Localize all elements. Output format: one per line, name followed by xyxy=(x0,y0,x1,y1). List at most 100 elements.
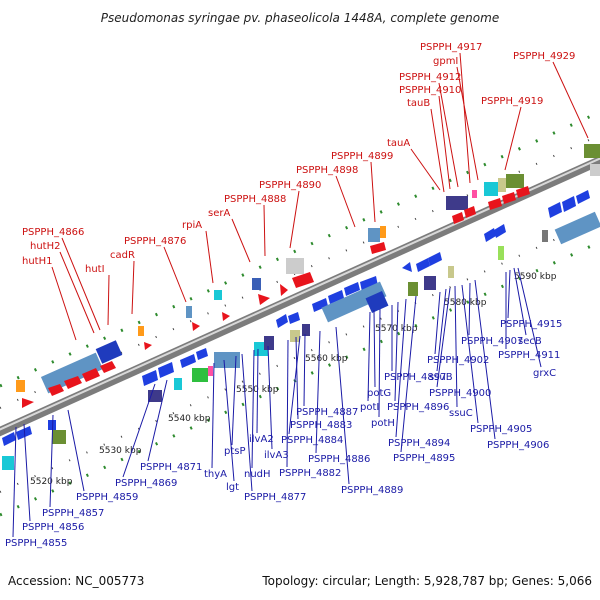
leader-line xyxy=(507,269,511,319)
leader-line xyxy=(378,308,381,418)
lower-strand-genes xyxy=(2,190,600,470)
gene-label-taub: tauB xyxy=(407,98,430,109)
gene-label-pspph-4911: PSPPH_4911 xyxy=(498,350,560,361)
gene-label-grxc: grxC xyxy=(533,368,556,379)
leader-line xyxy=(438,95,451,190)
gene-box xyxy=(208,366,213,376)
leader-line xyxy=(223,359,235,482)
accession-text: Accession: NC_005773 xyxy=(8,574,144,588)
leader-line xyxy=(461,284,479,424)
gene-box xyxy=(95,340,123,364)
leader-line xyxy=(122,383,156,478)
scale-label: 5520 kbp xyxy=(30,477,73,487)
gene-arrow xyxy=(48,384,64,396)
leader-line xyxy=(289,190,300,249)
gene-box xyxy=(16,380,25,392)
gene-arrow xyxy=(484,228,496,242)
gene-box xyxy=(40,352,104,394)
gene-label-pspph-4890: PSPPH_4890 xyxy=(259,180,321,191)
gene-label-taua: tauA xyxy=(387,138,410,149)
gene-label-pspph-4896: PSPPH_4896 xyxy=(387,402,449,413)
gene-label-pspph-4859: PSPPH_4859 xyxy=(76,492,138,503)
leader-line xyxy=(288,335,301,435)
gene-label-sera: serA xyxy=(208,208,230,219)
scale-label: 5590 kbp xyxy=(514,272,557,282)
gene-box xyxy=(365,291,389,313)
gene-box xyxy=(472,190,477,198)
gene-label-pspph-4871: PSPPH_4871 xyxy=(140,462,202,473)
gene-box xyxy=(448,266,454,278)
leader-line xyxy=(303,333,306,407)
gene-arrow xyxy=(494,224,506,238)
leader-line xyxy=(468,282,471,336)
leader-line xyxy=(370,161,376,223)
gene-box xyxy=(214,290,222,300)
lower-gene-labels: PSPPH_4915 secB PSPPH_4911 grxC PSPPH_4907 PS… xyxy=(5,319,562,549)
leader-line xyxy=(256,348,259,434)
gene-label-pspph-4877: PSPPH_4877 xyxy=(244,492,306,503)
gene-box xyxy=(264,336,274,350)
leader-line xyxy=(231,355,237,446)
gene-arrow xyxy=(64,376,82,389)
leader-line xyxy=(295,336,299,420)
leader-line xyxy=(205,230,214,284)
gene-box xyxy=(368,228,380,242)
gene-arrow xyxy=(22,398,34,408)
gene-label-pspph-4894: PSPPH_4894 xyxy=(388,438,450,449)
leader-line xyxy=(456,66,479,181)
gene-label-ilva3: ilvA3 xyxy=(264,450,289,461)
gene-label-ssub: ssuB xyxy=(429,372,453,383)
gene-arrow xyxy=(328,290,344,304)
gene-box xyxy=(554,211,600,245)
gene-box xyxy=(290,330,300,342)
gene-arrow xyxy=(2,432,16,446)
gene-label-pspph-4889: PSPPH_4889 xyxy=(341,485,403,496)
leader-line xyxy=(51,266,77,341)
gene-box xyxy=(542,230,548,242)
leader-line xyxy=(49,414,54,508)
leader-line xyxy=(430,108,445,193)
leader-line xyxy=(59,251,95,334)
leader-line xyxy=(231,218,251,263)
gene-label-pspph-4897: PSPPH_4897 xyxy=(384,372,446,383)
leader-line xyxy=(286,339,289,468)
leader-line xyxy=(107,274,110,326)
gene-arrow xyxy=(292,272,314,288)
leader-line xyxy=(147,379,168,462)
gene-label-pspph-4905: PSPPH_4905 xyxy=(470,424,532,435)
gene-label-thya: thyA xyxy=(204,469,227,480)
leader-line xyxy=(400,295,417,453)
gene-label-pspph-4929: PSPPH_4929 xyxy=(513,51,575,62)
gene-box xyxy=(174,378,182,390)
gene-label-pspph-4912: PSPPH_4912 xyxy=(399,72,461,83)
gene-label-poti: potI xyxy=(360,402,379,413)
gene-arrow xyxy=(516,186,530,198)
gene-label-pspph-4869: PSPPH_4869 xyxy=(115,478,177,489)
gene-label-pspph-4906: PSPPH_4906 xyxy=(487,440,549,451)
gene-box xyxy=(52,430,66,444)
scale-label: 5540 kbp xyxy=(168,414,211,424)
map-title: Pseudomonas syringae pv. phaseolicola 14… xyxy=(101,11,499,25)
gene-box xyxy=(584,144,600,158)
leader-line xyxy=(373,309,376,388)
gene-box xyxy=(48,420,56,430)
gene-label-lgt: lgt xyxy=(226,482,239,493)
gene-box xyxy=(321,281,387,323)
gene-label-rpia: rpiA xyxy=(182,220,202,231)
scale-label: 5580 kbp xyxy=(444,298,487,308)
gene-label-huti: hutI xyxy=(85,264,105,275)
gene-box xyxy=(138,326,144,336)
gene-arrow xyxy=(180,354,196,368)
gene-label-pspph-4888: PSPPH_4888 xyxy=(224,194,286,205)
gene-label-pspph-4900: PSPPH_4900 xyxy=(429,388,491,399)
gene-label-pspph-4902: PSPPH_4902 xyxy=(427,355,489,366)
gene-label-nudh: nudH xyxy=(244,469,271,480)
leader-line xyxy=(67,409,85,492)
gene-arrow xyxy=(196,348,208,360)
gene-label-pspph-4910: PSPPH_4910 xyxy=(399,85,461,96)
gene-arrow xyxy=(192,322,200,331)
leader-line xyxy=(459,52,471,184)
gene-label-cadr: cadR xyxy=(110,250,135,261)
gene-arrow xyxy=(344,282,360,296)
